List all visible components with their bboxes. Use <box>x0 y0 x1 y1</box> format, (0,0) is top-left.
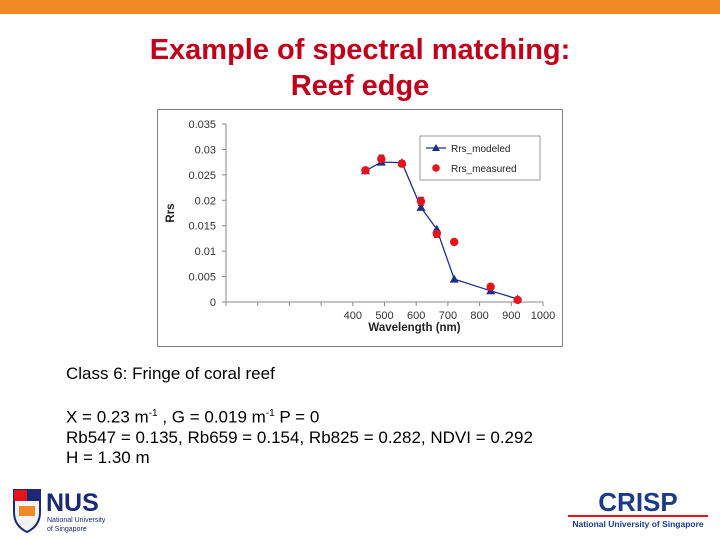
legend-measured-label: Rrs_measured <box>451 164 517 175</box>
x-tick-label: 1000 <box>531 310 555 322</box>
parameter-line: X = 0.23 m-1 , G = 0.019 m-1 P = 0 <box>66 404 533 428</box>
x-param: X = 0.23 m <box>66 407 149 427</box>
g-exponent: -1 <box>265 408 275 419</box>
y-tick-label: 0.005 <box>188 272 216 284</box>
top-accent-bar <box>0 0 720 14</box>
measured-point <box>416 197 426 206</box>
nus-logo: NUS National University of Singapore <box>10 484 130 534</box>
y-tick-label: 0.03 <box>195 144 216 156</box>
measured-point <box>486 282 495 291</box>
modeled-point <box>449 274 459 283</box>
measured-point <box>397 159 407 168</box>
x-tick-label: 600 <box>407 310 425 322</box>
x-exponent: -1 <box>148 408 158 419</box>
measured-point <box>450 237 459 247</box>
title-line-2: Reef edge <box>290 70 430 102</box>
x-tick-label: 700 <box>439 310 457 322</box>
chart-svg: 0 0.005 0.01 0.015 0.02 0.025 0.03 0.035 400 500 6… <box>165 119 555 334</box>
crisp-logo: CRISP National University of Singapore <box>560 478 716 534</box>
title-line-1: Example of spectral matching: <box>149 34 571 66</box>
crisp-wordmark: CRISP <box>598 487 677 517</box>
p-param: P = 0 <box>274 407 320 427</box>
legend-box <box>419 135 541 181</box>
modeled-point <box>416 202 426 211</box>
modeled-series-line <box>365 161 518 300</box>
crisp-subtitle: National University of Singapore <box>572 519 704 529</box>
y-tick-label: 0 <box>210 297 216 309</box>
measured-point <box>377 154 386 164</box>
h-value: H = 1.30 m <box>66 447 150 467</box>
class-info: Class 6: Fringe of coral reef X = 0.23 m… <box>66 364 533 468</box>
x-tick-label: 900 <box>502 310 520 322</box>
y-tick-label: 0.01 <box>195 246 216 258</box>
x-tick-label: 400 <box>344 310 362 322</box>
class-label: Class 6: Fringe of coral reef <box>66 364 275 383</box>
measured-point <box>432 229 442 239</box>
y-tick-label: 0.015 <box>188 221 216 233</box>
slide-title: Example of spectral matching: Reef edge <box>0 32 720 104</box>
x-axis-label: Wavelength (nm) <box>368 322 460 334</box>
measured-point <box>361 166 370 175</box>
legend-modeled-label: Rrs_modeled <box>451 144 510 155</box>
legend-modeled-marker <box>432 144 440 151</box>
rb-values: Rb547 = 0.135, Rb659 = 0.154, Rb825 = 0.… <box>66 427 533 447</box>
legend-measured-marker <box>432 164 440 172</box>
spectral-chart: 0 0.005 0.01 0.015 0.02 0.025 0.03 0.035 400 500 6… <box>157 109 563 347</box>
x-tick-label: 500 <box>375 310 393 322</box>
y-tick-label: 0.025 <box>188 170 216 182</box>
y-tick-label: 0.02 <box>195 195 216 207</box>
nus-wordmark: NUS <box>46 489 99 517</box>
y-axis-label: Rrs <box>165 203 177 222</box>
g-param: , G = 0.019 m <box>157 407 266 427</box>
measured-point <box>513 295 522 305</box>
nus-subtitle-2: of Singapore <box>47 526 87 533</box>
nus-subtitle-1: National University <box>47 517 106 524</box>
y-tick-label: 0.035 <box>188 119 216 131</box>
x-tick-label: 800 <box>470 310 488 322</box>
